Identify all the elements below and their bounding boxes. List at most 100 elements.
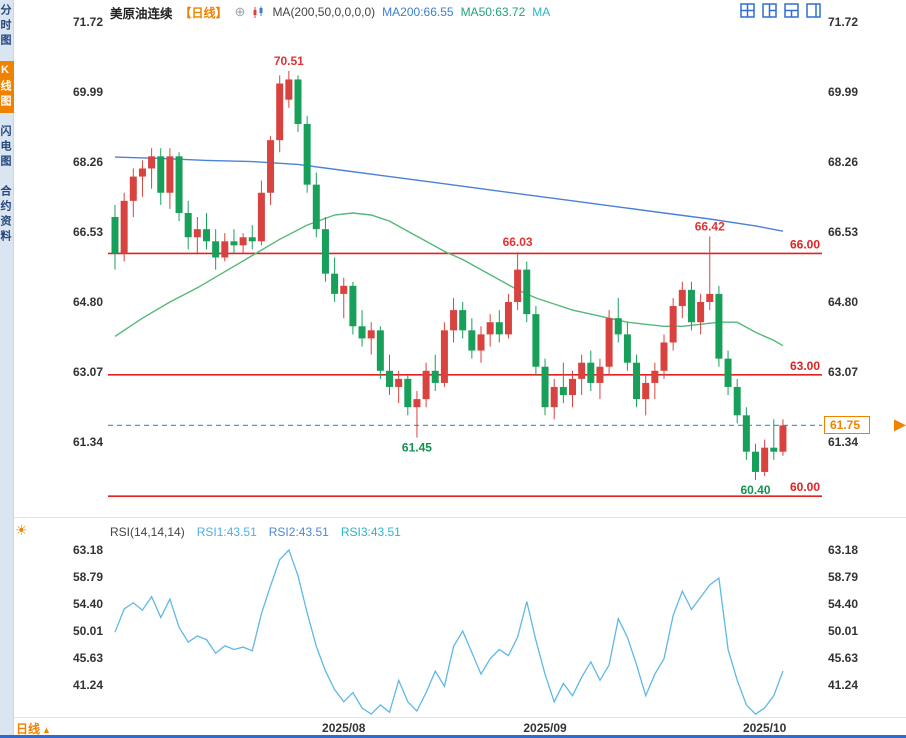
candle-body	[230, 241, 238, 246]
candle-body	[623, 334, 631, 363]
candle-body	[532, 314, 540, 367]
hline-label: 66.00	[790, 237, 820, 251]
candlestick-series	[111, 70, 787, 481]
candle-body	[733, 386, 741, 416]
candle-body	[569, 378, 576, 396]
candle-body	[459, 310, 467, 331]
candle-body	[605, 318, 613, 367]
ma-formula: MA(200,50,0,0,0,0)	[272, 5, 376, 19]
pane-divider	[14, 517, 906, 518]
candle-body	[504, 301, 512, 335]
candle-body	[541, 366, 549, 408]
candle-body	[633, 362, 641, 400]
axis-divider	[14, 717, 906, 718]
candle-body	[276, 83, 284, 141]
rsi-settings-icon[interactable]: ☀	[15, 522, 28, 538]
rsi3-value: RSI3:43.51	[340, 525, 401, 539]
hline-label: 63.00	[790, 359, 820, 373]
candle-body	[724, 358, 732, 387]
candle-body	[285, 79, 293, 100]
candle-body	[523, 269, 531, 315]
candle-body	[212, 241, 220, 258]
rsi-axis-label-left: 45.63	[73, 651, 103, 665]
annotation-60.40: 60.40	[740, 483, 770, 497]
annotation-66.42: 66.42	[695, 219, 725, 233]
annotation-70.51: 70.51	[274, 54, 304, 68]
chart-header: 美原油连续 【日线】 ⊕ MA(200,50,0,0,0,0) MA200:66…	[110, 3, 550, 21]
candle-body	[440, 330, 448, 383]
ma50-value: MA50:63.72	[460, 5, 526, 19]
bottom-tab-bar-border	[0, 735, 906, 738]
add-indicator-icon[interactable]: ⊕	[234, 4, 246, 19]
rsi2-value: RSI2:43.51	[268, 525, 329, 539]
sidebar-item-time-chart[interactable]: 分时图	[0, 4, 11, 49]
candle-body	[468, 330, 476, 351]
candle-body	[761, 447, 769, 472]
month-label: 2025/08	[322, 721, 366, 735]
price-axis-label-right: 69.99	[828, 85, 858, 99]
ma200-value: MA200:66.55	[382, 5, 454, 19]
candle-body	[422, 370, 430, 400]
price-axis-label-left: 71.72	[73, 15, 103, 29]
candle-body	[752, 451, 759, 472]
candle-body	[770, 447, 778, 452]
candle-body	[450, 310, 458, 331]
rsi-axis-label-left: 63.18	[73, 543, 103, 557]
rsi-axis-label-right: 45.63	[828, 651, 858, 665]
candle-body	[651, 370, 659, 383]
price-axis-label-left: 63.07	[73, 365, 103, 379]
candle-body	[404, 378, 412, 408]
annotation-66.03: 66.03	[503, 235, 533, 249]
candle-body	[175, 156, 183, 213]
candle-body	[221, 241, 229, 258]
sidebar-item-lightning-chart[interactable]: 闪电图	[0, 125, 11, 170]
rsi-axis-label-left: 58.79	[73, 570, 103, 584]
price-marker-icon	[894, 419, 906, 432]
candle-body	[660, 342, 668, 371]
candle-body	[294, 79, 302, 124]
period-selector[interactable]: 日线 ▲	[16, 720, 51, 737]
candle-body	[239, 237, 247, 246]
layout-preset-toolbar	[740, 3, 821, 18]
sidebar-item-contract-info[interactable]: 合约资料	[0, 185, 11, 245]
candle-body	[669, 306, 677, 343]
layout-two-pane-icon[interactable]	[806, 3, 821, 18]
sidebar-item-candlestick-chart[interactable]: K线图	[0, 61, 14, 113]
candle-body	[559, 386, 567, 396]
candle-body	[687, 289, 695, 323]
rsi-axis-label-right: 41.24	[828, 678, 858, 692]
candle-body	[312, 184, 320, 230]
price-axis-label-left: 69.99	[73, 85, 103, 99]
candle-body	[477, 334, 485, 351]
candle-body	[431, 370, 439, 383]
candle-body	[349, 285, 357, 327]
layout-top-bottom-split-icon[interactable]	[784, 3, 799, 18]
rsi1-value: RSI1:43.51	[196, 525, 257, 539]
layout-left-right-split-icon[interactable]	[762, 3, 777, 18]
rsi-axis-label-right: 58.79	[828, 570, 858, 584]
candle-body	[614, 318, 622, 335]
rsi-axis-label-left: 54.40	[73, 597, 103, 611]
candle-body	[129, 176, 137, 201]
candle-body	[303, 123, 311, 185]
candle-body	[184, 212, 192, 238]
candle-body	[386, 370, 393, 387]
candle-body	[578, 362, 586, 379]
candle-body	[166, 156, 174, 193]
candlestick-mini-icon	[252, 6, 265, 19]
candle-body	[395, 378, 403, 387]
up-arrow-icon: ▲	[42, 725, 51, 735]
candle-body	[148, 156, 156, 169]
period-tag: 【日线】	[179, 5, 228, 20]
last-price-tag: 61.75	[824, 416, 870, 435]
candle-body	[706, 293, 714, 302]
price-axis-label-right: 63.07	[828, 365, 858, 379]
layout-grid-2x2-icon[interactable]	[740, 3, 755, 18]
rsi-axis-label-right: 54.40	[828, 597, 858, 611]
candle-body	[267, 140, 275, 193]
candle-body	[514, 269, 522, 302]
candle-body	[138, 168, 146, 177]
price-axis-label-right: 71.72	[828, 15, 858, 29]
